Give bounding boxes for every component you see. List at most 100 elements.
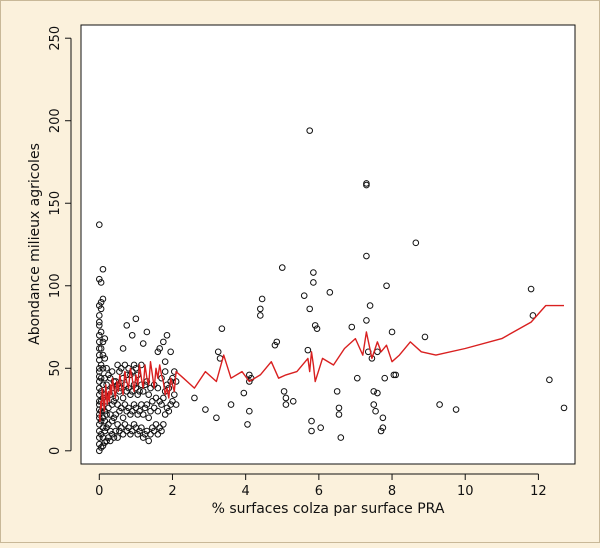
data-point <box>218 325 226 332</box>
data-point <box>130 361 138 369</box>
x-tick-label: 6 <box>315 484 323 499</box>
data-point <box>246 407 253 415</box>
data-point <box>333 388 341 395</box>
data-point <box>101 335 109 342</box>
data-point <box>97 388 105 395</box>
data-point <box>147 430 154 438</box>
data-point <box>99 351 107 359</box>
data-point <box>95 364 103 372</box>
data-point <box>99 424 107 431</box>
data-point <box>116 427 123 435</box>
data-point <box>117 424 125 431</box>
data-point <box>145 414 152 422</box>
data-point <box>154 348 162 356</box>
data-point <box>379 424 387 431</box>
data-point <box>127 391 134 398</box>
data-point <box>138 424 145 431</box>
data-point <box>95 447 103 455</box>
data-point <box>132 315 140 323</box>
data-point <box>363 181 370 189</box>
data-point <box>172 401 180 408</box>
data-point <box>112 427 120 435</box>
data-point <box>363 317 370 324</box>
data-point <box>374 389 381 397</box>
data-point <box>114 361 121 369</box>
data-point <box>300 292 308 299</box>
trend-lines <box>98 304 564 422</box>
data-point <box>105 404 112 412</box>
data-point <box>136 388 143 395</box>
y-tick-label: 200 <box>48 108 63 133</box>
data-point <box>160 421 167 428</box>
data-point <box>117 404 125 412</box>
data-point <box>125 364 132 372</box>
data-point <box>191 394 198 402</box>
data-point <box>306 305 314 313</box>
x-tick-label: 12 <box>530 484 547 499</box>
data-point <box>202 406 209 413</box>
data-point <box>99 295 107 303</box>
data-point <box>353 374 361 382</box>
data-point <box>150 427 158 435</box>
data-point <box>128 407 136 415</box>
data-point <box>127 430 134 438</box>
data-point <box>110 414 118 422</box>
data-point <box>278 264 286 271</box>
data-point <box>289 397 297 405</box>
data-point <box>130 401 138 408</box>
data-point <box>240 389 248 397</box>
data-point <box>132 404 140 412</box>
data-point <box>147 407 154 415</box>
data-point <box>125 404 132 412</box>
data-point <box>114 434 121 441</box>
data-point <box>97 361 105 369</box>
data-point <box>282 394 290 402</box>
data-point <box>108 417 116 425</box>
y-tick-label: 50 <box>48 360 63 377</box>
data-point <box>370 401 378 408</box>
data-point <box>258 295 266 303</box>
data-point <box>366 302 374 309</box>
data-point <box>119 430 127 438</box>
data-point <box>125 424 132 431</box>
data-point <box>145 437 152 445</box>
data-point <box>99 364 107 372</box>
data-point <box>154 430 162 438</box>
data-point <box>105 421 112 428</box>
data-point <box>103 364 110 372</box>
data-point <box>139 411 147 418</box>
data-point <box>147 384 154 392</box>
data-point <box>154 407 162 415</box>
data-point <box>436 401 443 408</box>
data-point <box>257 312 264 319</box>
x-tick-label: 2 <box>168 484 176 499</box>
data-point <box>110 397 118 405</box>
data-point <box>317 424 324 431</box>
data-point <box>379 414 387 422</box>
data-point <box>95 421 103 428</box>
data-point <box>310 269 317 276</box>
data-point <box>110 434 118 441</box>
x-tick-label: 4 <box>242 484 250 499</box>
data-point <box>95 318 103 326</box>
data-point <box>119 345 127 352</box>
data-point <box>244 421 251 428</box>
data-point <box>95 345 103 352</box>
data-point <box>348 323 356 331</box>
data-point <box>114 421 121 428</box>
data-point <box>97 374 105 382</box>
data-point <box>99 265 107 273</box>
data-point <box>95 378 103 385</box>
data-point <box>158 427 165 435</box>
data-point <box>97 430 105 438</box>
data-point <box>527 285 535 293</box>
y-tick-label: 250 <box>48 26 63 51</box>
data-point <box>392 371 399 379</box>
data-point <box>108 368 116 375</box>
data-point <box>95 351 103 359</box>
data-point <box>143 401 151 408</box>
data-point <box>106 437 114 445</box>
data-point <box>560 404 568 412</box>
data-point <box>280 388 288 395</box>
